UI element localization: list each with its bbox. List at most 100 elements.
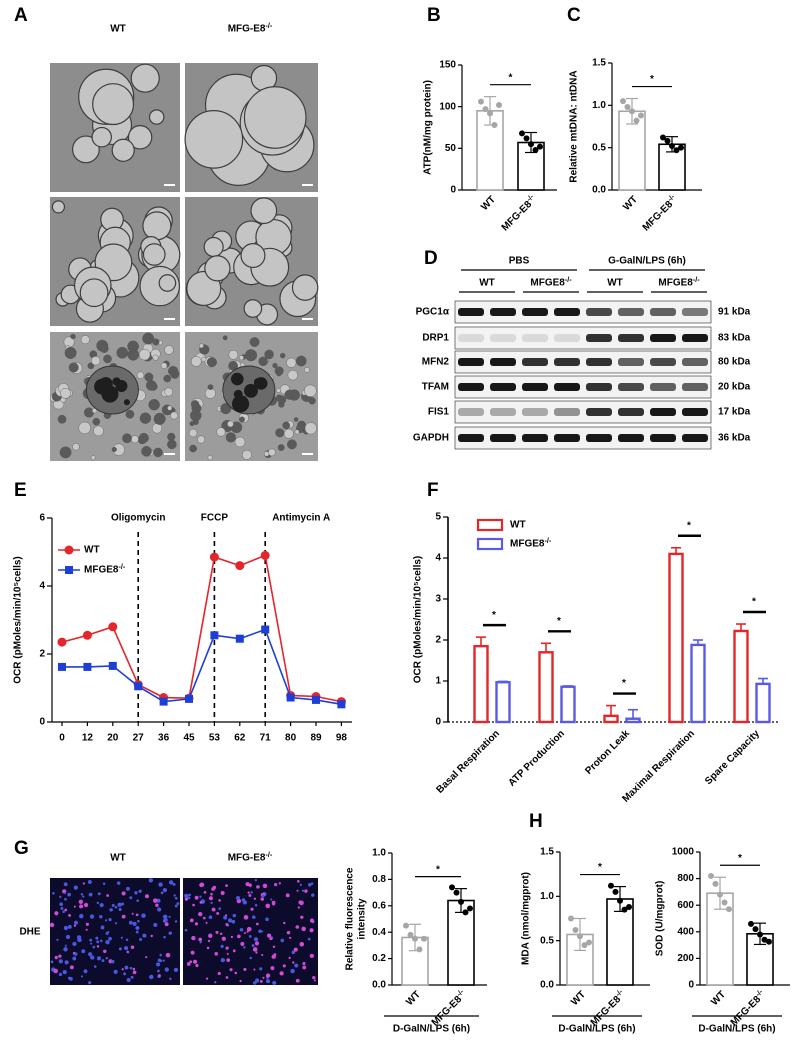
cell-dot — [241, 898, 246, 902]
organelle — [189, 421, 195, 427]
band — [458, 383, 484, 391]
x-tick-label: 45 — [183, 733, 195, 744]
organelle — [207, 384, 214, 391]
cell-dot — [226, 952, 229, 955]
legend-label: WT — [510, 520, 526, 531]
band — [554, 434, 580, 442]
organelle — [153, 412, 166, 425]
cell-dot — [113, 969, 118, 974]
cell-dot — [168, 931, 172, 935]
significance-label: * — [557, 616, 561, 627]
cell-dot — [214, 952, 218, 956]
band — [650, 434, 676, 442]
y-tick-label: 0 — [435, 717, 441, 728]
organelle — [284, 389, 295, 400]
cell-dot — [269, 937, 273, 941]
panel-letter: A — [14, 5, 28, 26]
legend-swatch — [476, 518, 504, 532]
cell-dot — [72, 956, 77, 961]
cell-dot — [240, 941, 245, 946]
data-point — [312, 695, 320, 704]
cell-dot — [280, 938, 285, 943]
cell-dot — [164, 967, 169, 972]
mitochondrion — [71, 135, 100, 164]
cell-dot — [162, 959, 165, 962]
organelle — [220, 403, 232, 415]
cell-dot — [105, 957, 109, 960]
cell-dot — [225, 923, 229, 926]
micrograph — [184, 63, 318, 192]
cell-dot — [54, 911, 59, 916]
cell-dot — [289, 936, 292, 939]
cell-dot — [291, 950, 296, 955]
cell-dot — [176, 902, 180, 905]
cell-dot — [85, 922, 89, 926]
x-tick-label: MFG-E8-/- — [639, 192, 681, 234]
superscript: -/- — [524, 192, 536, 204]
cell-dot — [266, 933, 272, 938]
y-tick-label: 0.0 — [540, 980, 554, 991]
y-tick-label: 100 — [439, 101, 456, 112]
organelle — [68, 362, 79, 373]
cell-dot — [288, 956, 291, 960]
cell-dot — [64, 960, 69, 965]
y-tick-label: 0 — [39, 717, 45, 728]
organelle — [242, 449, 252, 460]
cell-dot — [243, 967, 247, 971]
cell-dot — [59, 902, 64, 907]
cell-dot — [165, 952, 171, 958]
organelle — [151, 423, 163, 434]
superscript: -/- — [665, 192, 677, 204]
organelle — [153, 447, 163, 458]
data-point — [210, 631, 219, 640]
micrograph — [185, 332, 318, 461]
cell-dot — [190, 950, 195, 955]
cell-dot — [189, 918, 194, 923]
x-tick-label: WT — [569, 989, 588, 1008]
cell-dot — [137, 919, 140, 923]
organelle — [59, 446, 72, 459]
y-tick-label: 1.0 — [372, 848, 386, 859]
fluorescence-image — [49, 878, 180, 985]
data-point — [638, 112, 644, 119]
size-label: 36 kDa — [718, 433, 751, 444]
cell-dot — [234, 971, 238, 975]
cell-dot — [205, 921, 208, 924]
cell-dot — [160, 891, 164, 895]
band — [554, 334, 580, 342]
cell-dot — [68, 913, 71, 917]
cell-dot — [63, 882, 68, 887]
organelle — [279, 352, 286, 359]
band — [586, 434, 612, 442]
band — [522, 434, 548, 442]
mitochondrion — [91, 126, 113, 148]
cell-dot — [232, 913, 237, 918]
cell-dot — [302, 965, 307, 970]
cell-dot — [99, 914, 103, 919]
data-point — [58, 662, 66, 671]
organelle — [287, 439, 297, 450]
scale-bar — [164, 453, 175, 455]
organelle — [249, 337, 260, 347]
y-tick-label: 0.2 — [372, 953, 386, 964]
band — [458, 358, 484, 366]
band — [554, 408, 580, 416]
cell-dot — [211, 887, 216, 891]
cell-dot — [252, 915, 256, 919]
cell-dot — [230, 935, 234, 938]
organelle — [148, 399, 160, 411]
mitochondrion — [204, 255, 231, 282]
cell-dot — [208, 915, 213, 919]
data-point — [629, 108, 635, 115]
organelle — [138, 432, 149, 443]
cell-dot — [168, 915, 171, 918]
chromatin — [94, 378, 110, 395]
cell-dot — [159, 953, 163, 957]
cell-dot — [312, 976, 316, 980]
cell-dot — [135, 925, 140, 930]
data-point — [621, 906, 628, 913]
cell-dot — [129, 896, 133, 900]
organelle — [238, 355, 244, 361]
organelle — [99, 344, 109, 353]
blot-group: MFGE8-/- — [658, 275, 700, 289]
